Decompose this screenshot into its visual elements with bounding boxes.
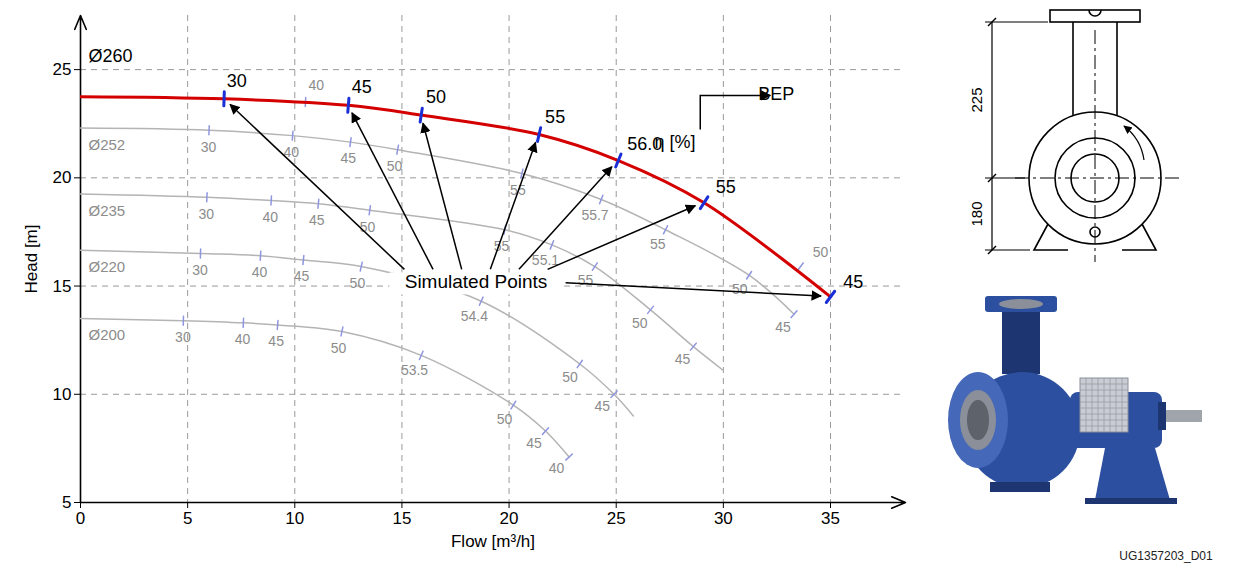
svg-text:50: 50 <box>387 158 403 174</box>
svg-text:50: 50 <box>732 281 748 297</box>
svg-text:30: 30 <box>201 139 217 155</box>
svg-text:50: 50 <box>350 275 366 291</box>
svg-text:50: 50 <box>360 219 376 235</box>
svg-text:180: 180 <box>968 201 985 226</box>
svg-text:55: 55 <box>716 177 736 197</box>
svg-text:55.1: 55.1 <box>531 252 560 269</box>
svg-text:50: 50 <box>426 87 446 107</box>
svg-text:5: 5 <box>183 509 192 528</box>
svg-text:50: 50 <box>497 411 513 427</box>
svg-text:40: 40 <box>235 331 251 347</box>
svg-text:45: 45 <box>526 435 542 451</box>
svg-text:45: 45 <box>843 272 863 292</box>
svg-text:Simulated Points: Simulated Points <box>405 271 548 292</box>
svg-text:Head [m]: Head [m] <box>22 225 41 294</box>
svg-text:225: 225 <box>968 87 985 112</box>
svg-text:BEP: BEP <box>758 84 794 104</box>
svg-text:25: 25 <box>607 509 626 528</box>
svg-text:55: 55 <box>578 272 594 288</box>
svg-text:η [%]: η [%] <box>655 132 696 152</box>
svg-text:25: 25 <box>53 60 72 79</box>
svg-text:UG1357203_D01: UG1357203_D01 <box>1119 549 1213 563</box>
svg-text:45: 45 <box>675 351 691 367</box>
svg-text:Ø252: Ø252 <box>89 136 126 153</box>
svg-text:40: 40 <box>308 77 324 93</box>
svg-text:30: 30 <box>175 329 191 345</box>
svg-text:40: 40 <box>262 209 278 225</box>
svg-text:15: 15 <box>53 276 72 295</box>
svg-text:40: 40 <box>252 264 268 280</box>
svg-text:0: 0 <box>76 509 85 528</box>
svg-text:30: 30 <box>227 71 247 91</box>
svg-text:50: 50 <box>562 369 578 385</box>
svg-text:Ø235: Ø235 <box>89 202 126 219</box>
svg-text:30: 30 <box>199 206 215 222</box>
svg-text:50: 50 <box>632 315 648 331</box>
svg-text:Flow [m³/h]: Flow [m³/h] <box>451 532 535 551</box>
svg-text:5: 5 <box>62 493 71 512</box>
svg-text:56.0: 56.0 <box>627 133 663 154</box>
svg-text:20: 20 <box>53 168 72 187</box>
svg-text:45: 45 <box>268 333 284 349</box>
svg-text:10: 10 <box>53 385 72 404</box>
svg-text:15: 15 <box>392 509 411 528</box>
svg-text:50: 50 <box>813 244 829 260</box>
svg-text:45: 45 <box>309 212 325 228</box>
svg-text:45: 45 <box>294 268 310 284</box>
svg-text:55: 55 <box>493 238 510 254</box>
svg-text:53.5: 53.5 <box>401 362 428 378</box>
svg-text:55: 55 <box>545 107 565 127</box>
svg-text:Ø260: Ø260 <box>89 46 133 66</box>
svg-text:40: 40 <box>283 144 299 160</box>
svg-text:55: 55 <box>510 181 526 197</box>
svg-text:50: 50 <box>331 340 347 356</box>
svg-text:45: 45 <box>594 398 610 414</box>
svg-text:Ø220: Ø220 <box>89 258 126 275</box>
svg-text:35: 35 <box>821 509 840 528</box>
svg-text:30: 30 <box>192 262 208 278</box>
svg-text:45: 45 <box>775 319 791 335</box>
svg-text:55: 55 <box>650 236 666 252</box>
svg-text:30: 30 <box>714 509 733 528</box>
svg-text:45: 45 <box>340 150 356 166</box>
svg-text:45: 45 <box>352 77 372 97</box>
svg-text:54.4: 54.4 <box>461 308 488 324</box>
svg-text:55.7: 55.7 <box>581 207 608 223</box>
svg-text:10: 10 <box>285 509 304 528</box>
svg-text:20: 20 <box>500 509 519 528</box>
svg-text:40: 40 <box>549 460 565 476</box>
svg-text:Ø200: Ø200 <box>89 326 126 343</box>
